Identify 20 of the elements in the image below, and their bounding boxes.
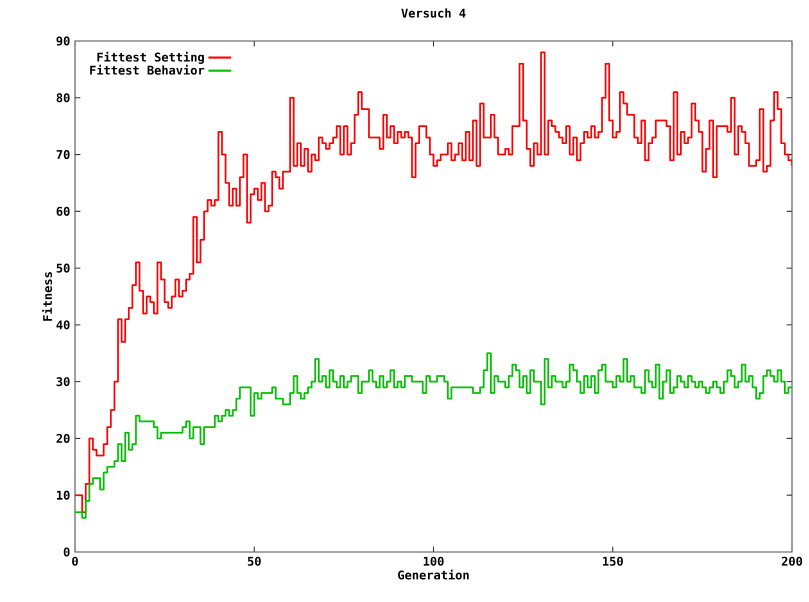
y-tick-label: 10 [56,490,70,500]
x-axis-title: Generation [398,570,469,580]
legend-label: Fittest Behavior [90,64,204,75]
y-tick-label: 70 [56,150,70,160]
y-axis-title: Fitness [42,272,52,321]
x-tick-label: 200 [782,556,802,566]
y-tick-label: 80 [56,93,70,102]
x-tick-label: 0 [72,556,78,566]
legend-label: Fittest Setting [97,52,204,64]
y-tick-label: 40 [56,320,70,330]
x-tick-label: 50 [248,556,261,566]
x-tick-label: 150 [603,556,623,566]
x-tick-label: 100 [424,556,444,566]
y-tick-label: 90 [56,36,70,46]
y-tick-label: 30 [56,377,70,386]
chart-title: Versuch 4 [401,8,466,18]
y-tick-label: 0 [64,547,70,557]
y-tick-label: 60 [56,206,70,216]
y-tick-label: 50 [56,264,70,273]
y-tick-label: 20 [56,434,70,443]
